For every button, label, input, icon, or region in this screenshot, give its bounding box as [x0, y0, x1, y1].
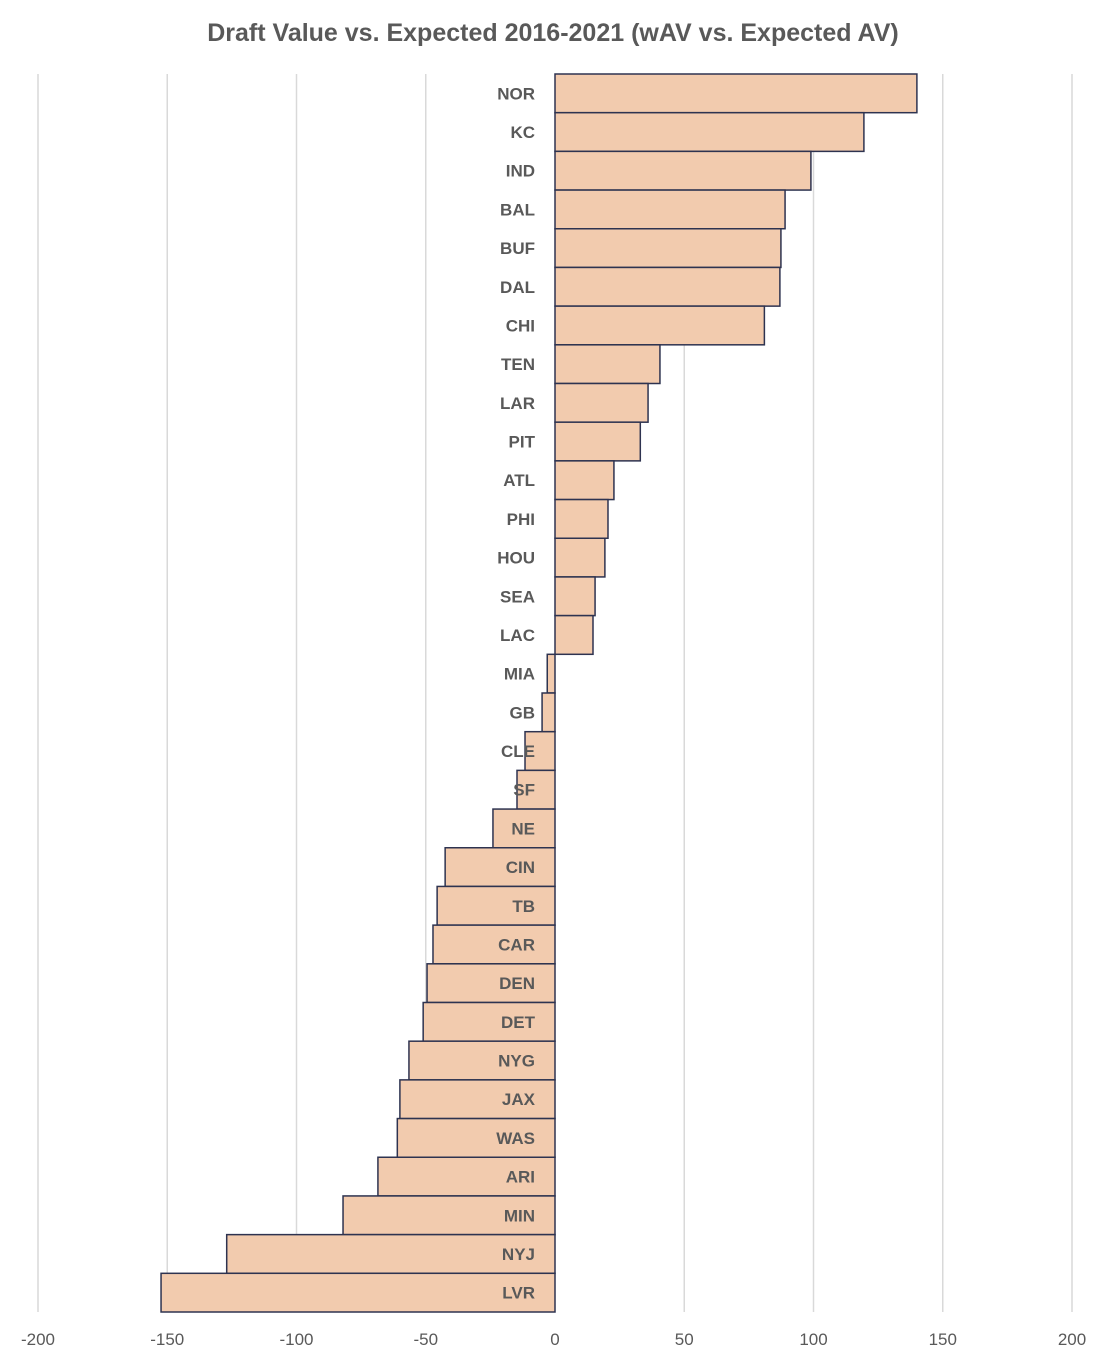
category-label: NOR: [497, 84, 535, 103]
category-label: CHI: [506, 316, 535, 335]
x-tick-label: -50: [413, 1330, 438, 1349]
category-label: PIT: [509, 433, 536, 452]
bar-nyj: [225, 1233, 556, 1275]
category-label: DAL: [500, 278, 535, 297]
chart-title: Draft Value vs. Expected 2016-2021 (wAV …: [207, 19, 899, 47]
bar-ind: [554, 150, 812, 191]
category-label: CIN: [506, 858, 535, 877]
bar-phi: [554, 498, 609, 539]
bar-tb: [436, 885, 556, 926]
category-label: TEN: [501, 355, 535, 374]
category-label: DET: [501, 1013, 536, 1032]
bar-kc: [554, 111, 865, 153]
x-tick-label: -100: [279, 1330, 313, 1349]
bar-mia: [546, 653, 556, 694]
bar-hou: [554, 537, 606, 578]
x-tick-label: 0: [550, 1330, 559, 1349]
x-tick-label: 150: [929, 1330, 957, 1349]
category-label: ATL: [503, 471, 535, 490]
x-tick-label: 50: [675, 1330, 694, 1349]
category-label: MIA: [504, 665, 535, 684]
x-axis-ticks: -200 -150 -100 -50 0 50 100 150 200: [21, 1330, 1086, 1349]
bar-chi: [554, 305, 766, 346]
bar-lar: [554, 382, 649, 423]
bar-gb: [541, 692, 556, 733]
bar-det: [422, 1001, 556, 1042]
category-label: IND: [506, 162, 535, 181]
bar-atl: [554, 460, 615, 501]
bars: [160, 73, 918, 1313]
x-tick-label: -200: [21, 1330, 55, 1349]
category-label: KC: [510, 123, 535, 142]
bar-cin: [444, 847, 556, 888]
category-label: NYJ: [502, 1245, 535, 1264]
category-labels: NOR KC IND BAL BUF DAL CHI TEN LAR PIT ATL PHI HOU SE…: [496, 84, 535, 1302]
x-tick-label: -150: [150, 1330, 184, 1349]
category-label: CLE: [501, 742, 535, 761]
category-label: WAS: [496, 1129, 535, 1148]
category-label: HOU: [497, 549, 535, 568]
category-label: LVR: [502, 1284, 535, 1303]
x-tick-label: 100: [799, 1330, 827, 1349]
category-label: SEA: [500, 587, 535, 606]
bar-dal: [554, 266, 781, 307]
bar-lac: [554, 614, 594, 656]
x-tick-label: 200: [1058, 1330, 1086, 1349]
bar-pit: [554, 421, 642, 462]
bar-lvr: [160, 1272, 556, 1313]
category-label: SF: [513, 781, 535, 800]
bar-car: [432, 924, 556, 965]
category-label: ARI: [506, 1168, 535, 1187]
bar-min: [342, 1195, 556, 1236]
bar-ten: [554, 344, 661, 385]
bar-sea: [554, 576, 596, 617]
bar-cle: [524, 730, 556, 772]
category-label: TB: [512, 897, 535, 916]
category-label: NYG: [498, 1052, 535, 1071]
category-label: CAR: [498, 935, 535, 954]
bar-nor: [554, 73, 918, 114]
bar-ari: [377, 1156, 556, 1197]
category-label: LAR: [500, 394, 535, 413]
category-label: MIN: [504, 1206, 535, 1225]
category-label: BAL: [500, 200, 535, 219]
bar-bal: [554, 189, 786, 230]
category-label: NE: [511, 819, 535, 838]
bar-den: [426, 963, 556, 1004]
bar-buf: [554, 228, 782, 269]
category-label: JAX: [502, 1090, 536, 1109]
category-label: DEN: [499, 974, 535, 993]
category-label: GB: [510, 703, 536, 722]
category-label: LAC: [500, 626, 535, 645]
category-label: BUF: [500, 239, 535, 258]
category-label: PHI: [507, 510, 535, 529]
